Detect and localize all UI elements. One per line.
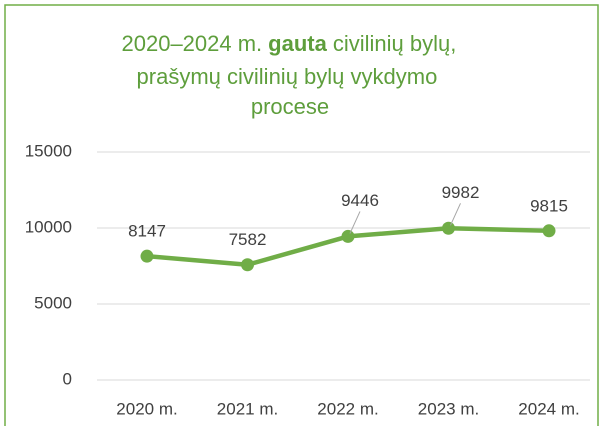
point xyxy=(341,229,355,243)
x-tick-label: 2023 m. xyxy=(418,399,479,418)
y-tick-label: 5000 xyxy=(34,293,72,312)
x-tick-label: 2020 m. xyxy=(116,399,177,418)
y-tick-label: 0 xyxy=(63,369,72,388)
title-part: prašymų civilinių bylų vykdymo xyxy=(137,64,438,89)
title-part: procese xyxy=(251,94,329,119)
leader-line xyxy=(450,203,461,226)
x-tick-label: 2024 m. xyxy=(518,399,579,418)
x-tick-label: 2021 m. xyxy=(217,399,278,418)
data-label: 7582 xyxy=(229,230,267,249)
chart-title: 2020–2024 m. gauta civilinių bylų, prašymų… xyxy=(122,31,463,119)
leader-line xyxy=(349,211,361,234)
y-tick-label: 15000 xyxy=(25,141,72,160)
x-tick-label: 2022 m. xyxy=(317,399,378,418)
title-part: 2020–2024 m. xyxy=(122,31,263,56)
data-label: 9446 xyxy=(341,191,379,210)
point xyxy=(542,224,556,238)
title-part: gauta xyxy=(268,31,327,56)
point xyxy=(442,221,455,235)
data-label: 9982 xyxy=(442,183,480,202)
title-part: civilinių bylų, xyxy=(333,31,457,56)
point xyxy=(241,258,254,272)
data-label: 8147 xyxy=(128,222,166,241)
point xyxy=(140,249,154,263)
data-label: 9815 xyxy=(530,196,568,215)
y-tick-label: 10000 xyxy=(25,217,72,236)
chart-border xyxy=(4,4,599,426)
